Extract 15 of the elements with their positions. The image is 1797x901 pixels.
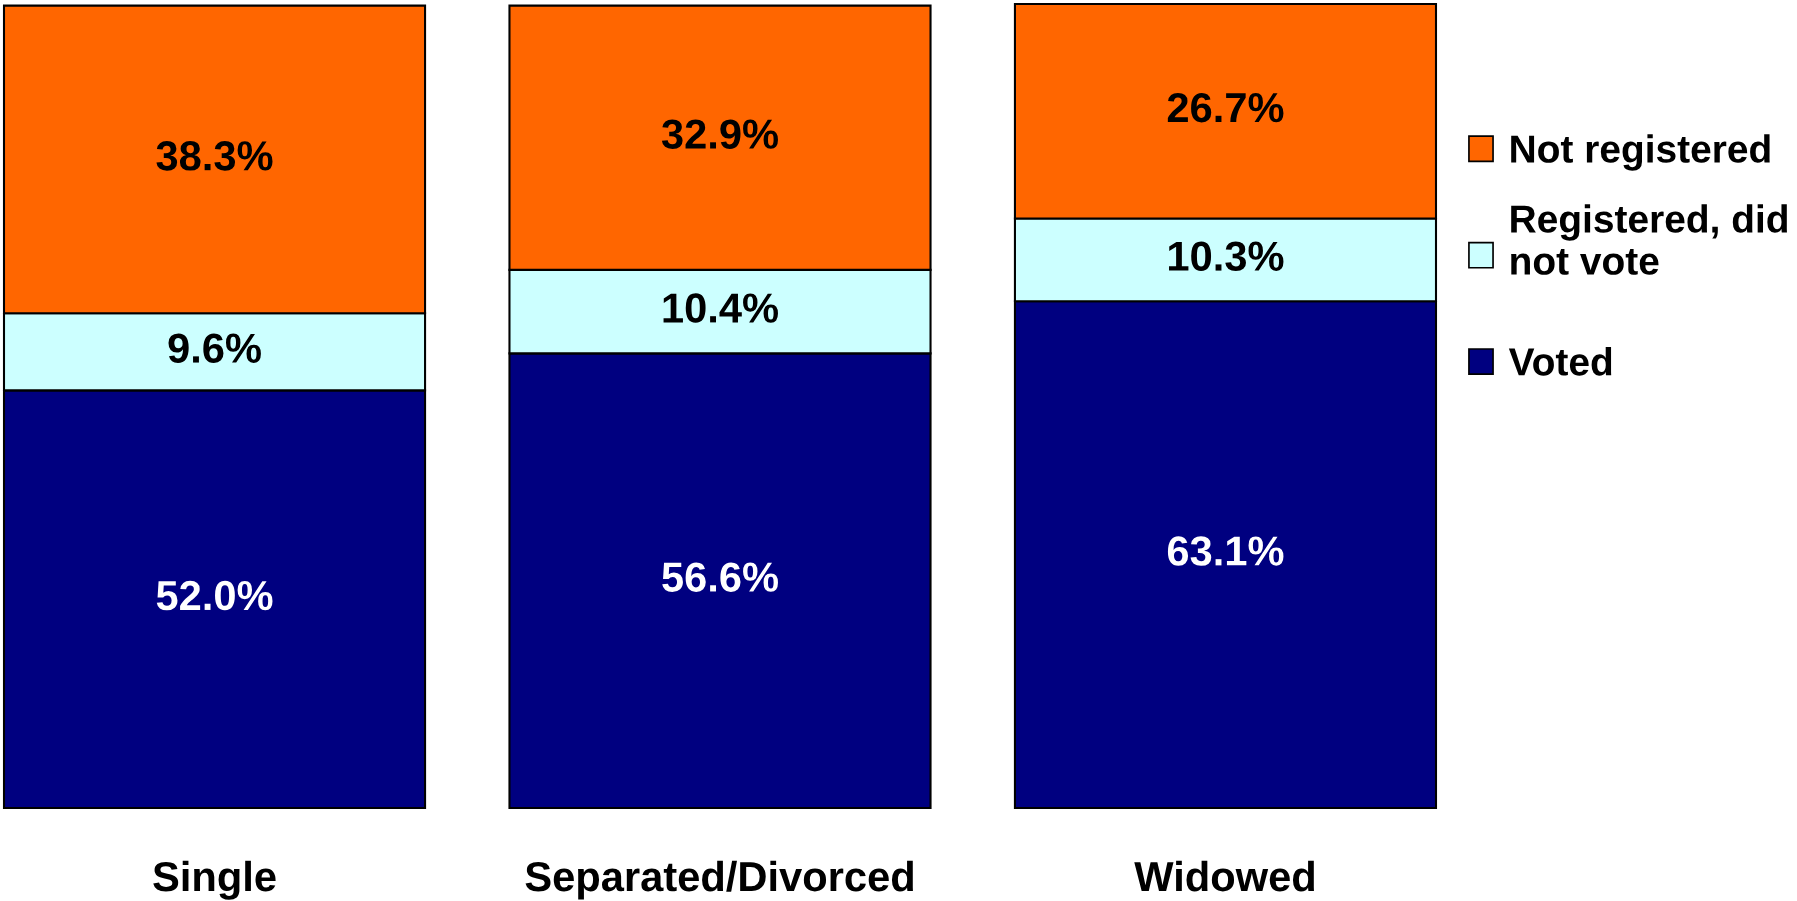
data-label: 52.0% [156, 580, 273, 611]
data-label: 56.6% [662, 562, 778, 592]
x-tick-label: Single [153, 860, 276, 900]
data-label: 32.9% [661, 119, 778, 149]
data-label: 26.7% [1167, 92, 1284, 123]
legend-label: Voted [1508, 347, 1612, 376]
legend-label: Registered, did not vote [1511, 204, 1787, 275]
x-tick-label: Separated/Divorced [525, 860, 913, 900]
data-label: 10.3% [1169, 241, 1284, 272]
x-tick-label: Widowed [1134, 860, 1314, 892]
legend-label: Not registered [1511, 134, 1770, 171]
data-label: 10.4% [663, 293, 778, 323]
data-label: 38.3% [156, 141, 273, 171]
data-label: 63.1% [1167, 536, 1284, 566]
data-label: 9.6% [168, 333, 261, 363]
